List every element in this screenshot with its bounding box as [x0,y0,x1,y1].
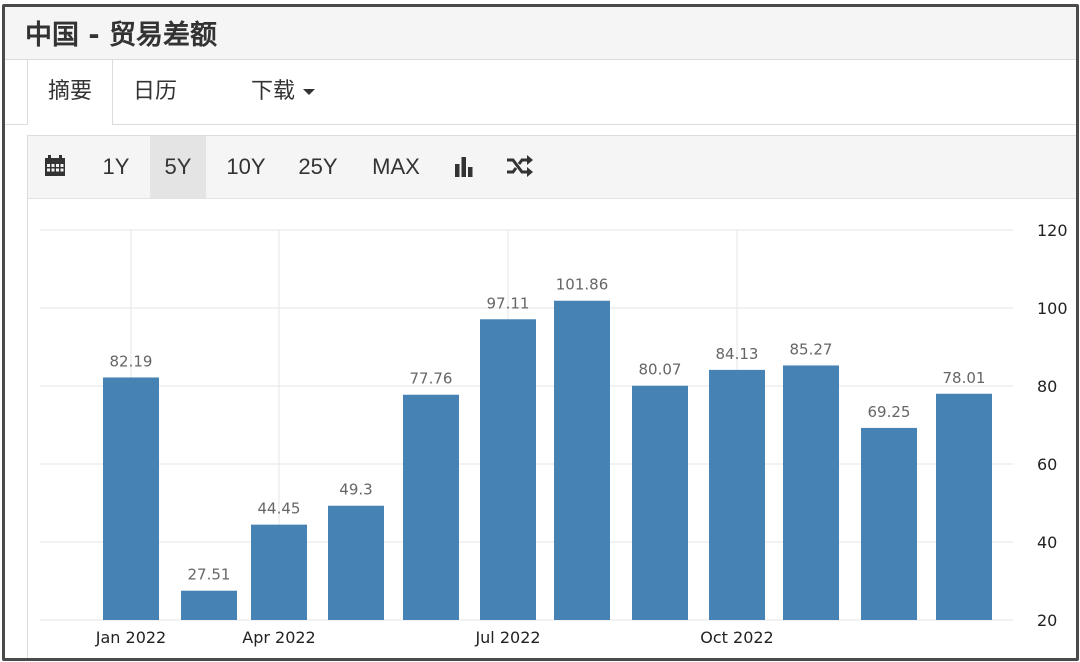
tab-bar: 摘要 日历 下载 [5,60,1076,125]
range-max-button[interactable]: MAX [372,154,420,179]
y-tick-label: 80 [1037,377,1057,396]
bar-value-label: 78.01 [943,369,986,387]
bar[interactable] [103,377,159,620]
bar-value-label: 85.27 [790,340,833,358]
bar[interactable] [632,385,688,620]
page-title: 中国 - 贸易差额 [25,20,218,51]
bar-value-label: 84.13 [716,345,759,363]
bar[interactable] [709,369,765,620]
bar[interactable] [251,524,307,620]
bar-value-label: 27.51 [188,566,231,584]
range-5y-button[interactable]: 5Y [150,136,206,198]
bar-value-label: 44.45 [258,500,301,518]
x-tick-label: Oct 2022 [700,628,773,647]
calendar-icon[interactable] [44,136,68,198]
bar-value-label: 77.76 [410,370,453,388]
bar[interactable] [403,394,459,620]
bar-chart-icon[interactable] [454,136,476,198]
x-tick-label: Jul 2022 [474,628,540,647]
tab-summary[interactable]: 摘要 [27,60,113,125]
x-tick-label: Apr 2022 [242,628,315,647]
shuffle-icon[interactable] [506,136,534,198]
range-10y-button[interactable]: 10Y [226,154,266,179]
tab-download[interactable]: 下载 [251,60,316,124]
caret-down-icon [303,89,316,95]
y-tick-label: 100 [1037,299,1068,318]
bar[interactable] [328,505,384,620]
bar[interactable] [936,393,992,620]
bar[interactable] [181,590,237,620]
chart-toolbar: 1Y 5Y 10Y 25Y MAX [28,136,1076,199]
tab-download-label: 下载 [251,79,296,104]
x-tick-label: Jan 2022 [95,628,166,647]
bar-value-label: 80.07 [639,361,682,379]
y-tick-label: 20 [1037,611,1057,630]
range-1y-button[interactable]: 1Y [102,154,130,179]
range-25y-button[interactable]: 25Y [298,154,338,179]
bar[interactable] [480,319,536,620]
bar-value-label: 69.25 [868,403,911,421]
page-frame: 中国 - 贸易差额 摘要 日历 下载 [2,4,1079,661]
tab-calendar[interactable]: 日历 [133,79,178,104]
bar-chart: 20 40 60 80 100 120 Jan 2022 Apr 2022 Jul 2022 Oc… [40,221,1068,647]
y-tick-label: 120 [1037,221,1068,240]
bar-value-label: 82.19 [110,352,153,370]
bar[interactable] [783,365,839,620]
y-tick-label: 60 [1037,455,1057,474]
bar[interactable] [861,427,917,620]
bar-value-label: 101.86 [556,276,609,294]
y-tick-label: 40 [1037,533,1057,552]
page-header: 中国 - 贸易差额 [5,7,1076,60]
bar-value-label: 97.11 [487,294,530,312]
bar[interactable] [554,300,610,620]
bar-value-label: 49.3 [339,481,372,499]
